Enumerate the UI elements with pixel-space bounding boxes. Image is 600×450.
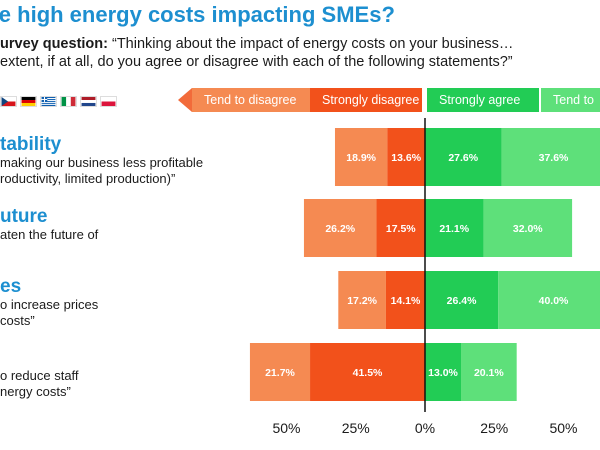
statement-4-line1: o reduce staff — [0, 368, 79, 383]
czech-flag-icon — [0, 96, 17, 107]
label-strongly-agree-1: 27.6% — [448, 152, 478, 164]
statement-4-line2: nergy costs” — [0, 384, 71, 399]
label-tend-disagree-2: 26.2% — [325, 223, 355, 235]
label-strongly-disagree-1: 13.6% — [391, 152, 421, 164]
bar-strongly-agree-3 — [425, 271, 499, 329]
bar-strongly-agree-4 — [425, 343, 462, 401]
bar-tend-agree-2 — [483, 199, 573, 257]
label-tend-disagree-4: 21.7% — [265, 367, 295, 379]
survey-question-line2: extent, if at all, do you agree or disag… — [0, 54, 513, 70]
x-tick-label: 0% — [415, 420, 435, 436]
label-strongly-agree-3: 26.4% — [447, 295, 477, 307]
label-strongly-agree-2: 21.1% — [439, 223, 469, 235]
label-strongly-agree-4: 13.0% — [428, 367, 458, 379]
netherlands-flag-icon — [80, 96, 97, 107]
label-strongly-disagree-4: 41.5% — [353, 367, 383, 379]
survey-question: urvey question: “Thinking about the impa… — [0, 35, 513, 53]
x-tick-label: 25% — [480, 420, 508, 436]
bar-strongly-agree-2 — [425, 199, 484, 257]
bar-tend-agree-3 — [498, 271, 600, 329]
bar-strongly-disagree-3 — [385, 271, 425, 329]
bar-strongly-agree-1 — [425, 128, 502, 186]
country-flags — [0, 95, 117, 108]
statement-3-line2: costs” — [0, 313, 35, 328]
label-strongly-disagree-3: 14.1% — [391, 295, 421, 307]
italy-flag-icon — [60, 96, 77, 107]
label-tend-disagree-3: 17.2% — [347, 295, 377, 307]
bar-tend-disagree-2 — [303, 199, 377, 257]
bar-tend-agree-1 — [501, 128, 600, 186]
statement-3-line1: o increase prices — [0, 297, 99, 312]
bar-tend-agree-4 — [461, 343, 517, 401]
statement-3-heading: es — [0, 276, 22, 297]
bar-strongly-disagree-1 — [387, 128, 425, 186]
label-tend-agree-1: 37.6% — [539, 152, 569, 164]
statement-2-line1: aten the future of — [0, 227, 99, 242]
legend-tend-agree: Tend to — [541, 88, 600, 112]
label-tend-agree-3: 40.0% — [539, 295, 569, 307]
legend-strongly-agree: Strongly agree — [427, 88, 539, 112]
bar-tend-disagree-3 — [338, 271, 386, 329]
page-title: are high energy costs impacting SMEs? — [0, 2, 395, 27]
legend-tend-disagree: Tend to disagree — [192, 88, 310, 112]
label-tend-agree-2: 32.0% — [513, 223, 543, 235]
x-tick-label: 50% — [272, 420, 300, 436]
legend-strongly-disagree: Strongly disagree — [310, 88, 422, 112]
survey-question-label: urvey question: — [0, 36, 108, 52]
statement-1-line2: roductivity, limited production)” — [0, 171, 176, 186]
bar-tend-disagree-1 — [334, 128, 388, 186]
label-tend-disagree-1: 18.9% — [346, 152, 376, 164]
x-tick-label: 50% — [549, 420, 577, 436]
statement-1-line1: making our business less profitable — [0, 155, 204, 170]
statement-1-heading: tability — [0, 134, 62, 155]
label-tend-agree-4: 20.1% — [474, 367, 504, 379]
poland-flag-icon — [100, 96, 117, 107]
statement-2-heading: uture — [0, 206, 48, 227]
disagree-arrow-icon — [178, 88, 192, 112]
x-tick-label: 25% — [342, 420, 370, 436]
label-strongly-disagree-2: 17.5% — [386, 223, 416, 235]
bar-tend-disagree-4 — [249, 343, 311, 401]
survey-question-line1: “Thinking about the impact of energy cos… — [112, 36, 514, 52]
greece-flag-icon — [40, 96, 57, 107]
bar-strongly-disagree-2 — [376, 199, 425, 257]
bar-strongly-disagree-4 — [310, 343, 425, 401]
germany-flag-icon — [20, 96, 37, 107]
